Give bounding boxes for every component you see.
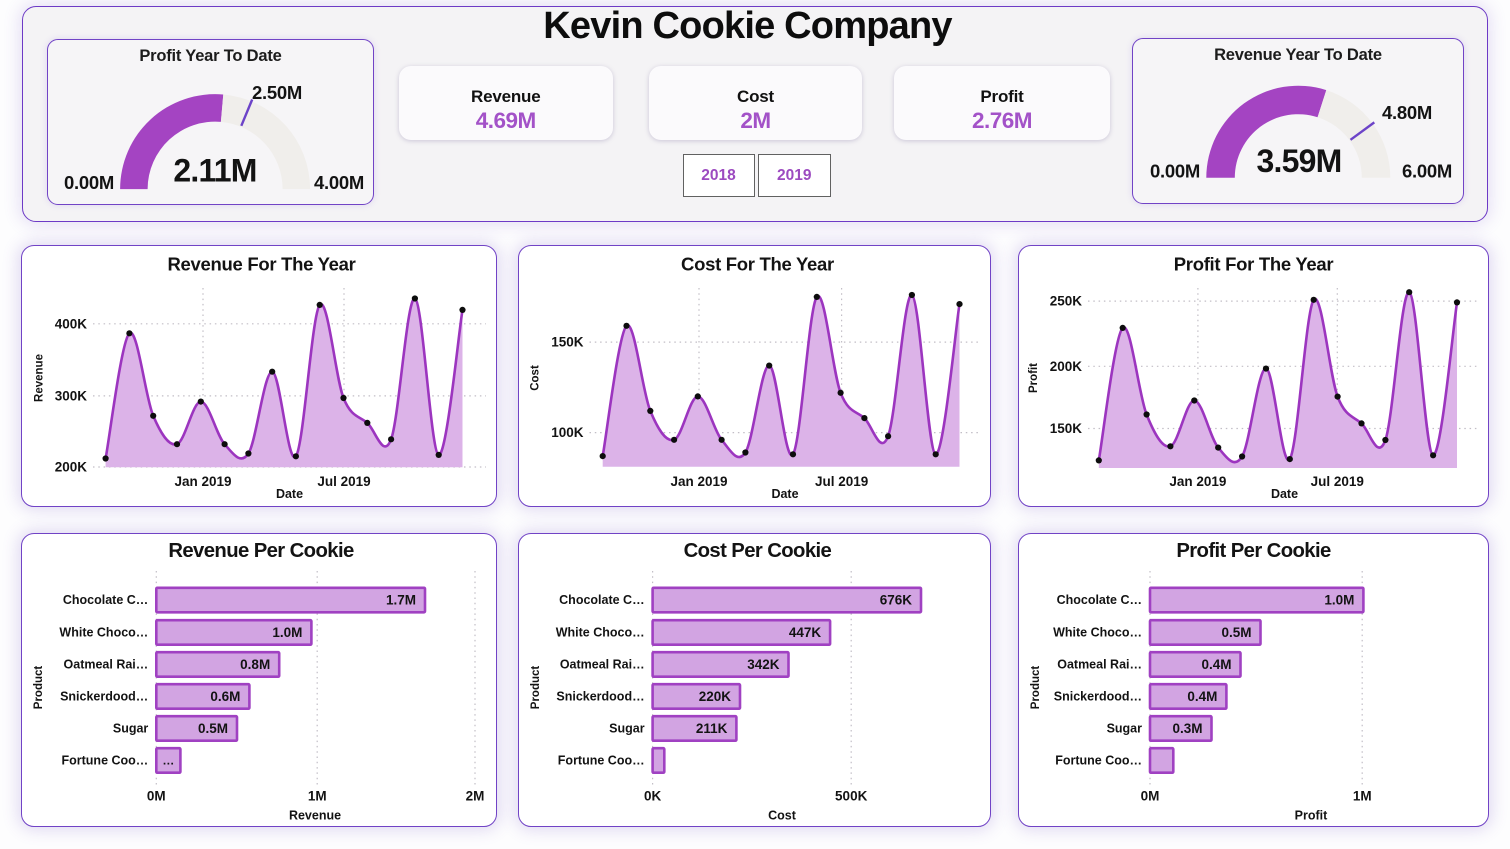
svg-text:500K: 500K xyxy=(835,789,868,804)
svg-text:Oatmeal Rai…: Oatmeal Rai… xyxy=(1057,658,1142,672)
svg-text:0K: 0K xyxy=(644,789,662,804)
svg-text:150K: 150K xyxy=(1049,421,1082,436)
svg-text:0.00M: 0.00M xyxy=(64,171,114,192)
svg-text:Date: Date xyxy=(771,487,798,501)
svg-text:2M: 2M xyxy=(466,789,485,804)
svg-text:Snickerdood…: Snickerdood… xyxy=(60,690,148,704)
svg-text:White Choco…: White Choco… xyxy=(556,626,645,640)
svg-text:Jan 2019: Jan 2019 xyxy=(174,474,231,489)
svg-text:1.0M: 1.0M xyxy=(1324,593,1354,608)
svg-text:Jul 2019: Jul 2019 xyxy=(317,474,370,489)
svg-text:250K: 250K xyxy=(1049,294,1082,309)
svg-text:Sugar: Sugar xyxy=(1106,722,1142,736)
svg-text:Oatmeal Rai…: Oatmeal Rai… xyxy=(560,658,645,672)
svg-text:Fortune Coo…: Fortune Coo… xyxy=(1055,754,1142,768)
svg-text:Cost For The Year: Cost For The Year xyxy=(681,254,834,275)
svg-text:300K: 300K xyxy=(55,388,88,403)
svg-text:Revenue Per Cookie: Revenue Per Cookie xyxy=(168,540,354,562)
svg-text:0.4M: 0.4M xyxy=(1187,689,1217,704)
svg-text:1.0M: 1.0M xyxy=(272,625,302,640)
svg-text:4.80M: 4.80M xyxy=(1382,102,1432,123)
svg-text:676K: 676K xyxy=(880,593,913,608)
svg-text:Sugar: Sugar xyxy=(609,722,645,736)
svg-text:Profit: Profit xyxy=(1028,363,1040,393)
svg-text:1M: 1M xyxy=(308,789,327,804)
svg-text:White Choco…: White Choco… xyxy=(1053,626,1142,640)
svg-text:Revenue: Revenue xyxy=(34,354,46,402)
svg-text:200K: 200K xyxy=(55,460,88,475)
svg-text:Jan 2019: Jan 2019 xyxy=(670,474,727,489)
svg-text:0M: 0M xyxy=(147,789,166,804)
svg-text:Product: Product xyxy=(530,666,542,710)
svg-text:400K: 400K xyxy=(55,316,88,331)
svg-text:0.8M: 0.8M xyxy=(240,657,270,672)
svg-text:342K: 342K xyxy=(747,657,780,672)
svg-text:Product: Product xyxy=(1030,666,1042,710)
svg-text:Jan 2019: Jan 2019 xyxy=(1169,474,1226,489)
svg-text:Cost: Cost xyxy=(768,809,797,823)
svg-text:Chocolate C…: Chocolate C… xyxy=(559,593,644,607)
svg-text:0M: 0M xyxy=(1140,789,1159,804)
svg-text:Snickerdood…: Snickerdood… xyxy=(556,690,644,704)
svg-text:4.00M: 4.00M xyxy=(314,171,364,192)
svg-text:Chocolate C…: Chocolate C… xyxy=(63,593,148,607)
svg-text:Revenue: Revenue xyxy=(289,809,341,823)
svg-text:Fortune Coo…: Fortune Coo… xyxy=(62,754,149,768)
svg-text:Chocolate C…: Chocolate C… xyxy=(1056,593,1141,607)
svg-text:Cost: Cost xyxy=(530,365,542,391)
svg-text:Jul 2019: Jul 2019 xyxy=(1310,474,1363,489)
svg-text:Jul 2019: Jul 2019 xyxy=(815,474,868,489)
svg-text:Revenue For The Year: Revenue For The Year xyxy=(168,254,356,275)
svg-text:Sugar: Sugar xyxy=(113,722,149,736)
svg-text:White Choco…: White Choco… xyxy=(59,626,148,640)
svg-text:Snickerdood…: Snickerdood… xyxy=(1053,690,1141,704)
svg-text:…: … xyxy=(162,754,174,768)
svg-text:Date: Date xyxy=(276,487,303,501)
svg-text:1M: 1M xyxy=(1352,789,1371,804)
svg-text:Profit For The Year: Profit For The Year xyxy=(1173,254,1333,275)
svg-text:Profit: Profit xyxy=(1294,809,1327,823)
svg-text:Cost Per Cookie: Cost Per Cookie xyxy=(684,540,832,562)
svg-text:1.7M: 1.7M xyxy=(386,593,416,608)
svg-text:3.59M: 3.59M xyxy=(1257,143,1342,179)
svg-text:0.3M: 0.3M xyxy=(1172,721,1202,736)
svg-text:150K: 150K xyxy=(551,335,584,350)
svg-text:0.6M: 0.6M xyxy=(210,689,240,704)
svg-text:0.00M: 0.00M xyxy=(1150,161,1200,182)
svg-text:0.5M: 0.5M xyxy=(1221,625,1251,640)
svg-text:Oatmeal Rai…: Oatmeal Rai… xyxy=(64,658,149,672)
svg-text:2.11M: 2.11M xyxy=(173,152,256,188)
svg-text:0.5M: 0.5M xyxy=(198,721,228,736)
svg-text:211K: 211K xyxy=(696,721,728,736)
svg-text:0.4M: 0.4M xyxy=(1201,657,1231,672)
svg-text:200K: 200K xyxy=(1049,359,1082,374)
svg-text:Product: Product xyxy=(33,666,45,710)
svg-text:220K: 220K xyxy=(699,689,732,704)
svg-text:Fortune Coo…: Fortune Coo… xyxy=(558,754,645,768)
svg-text:Profit Per Cookie: Profit Per Cookie xyxy=(1176,540,1331,562)
svg-text:6.00M: 6.00M xyxy=(1402,161,1452,182)
svg-text:447K: 447K xyxy=(789,625,822,640)
svg-text:Date: Date xyxy=(1270,487,1297,501)
svg-text:100K: 100K xyxy=(551,425,584,440)
svg-text:2.50M: 2.50M xyxy=(252,82,302,103)
